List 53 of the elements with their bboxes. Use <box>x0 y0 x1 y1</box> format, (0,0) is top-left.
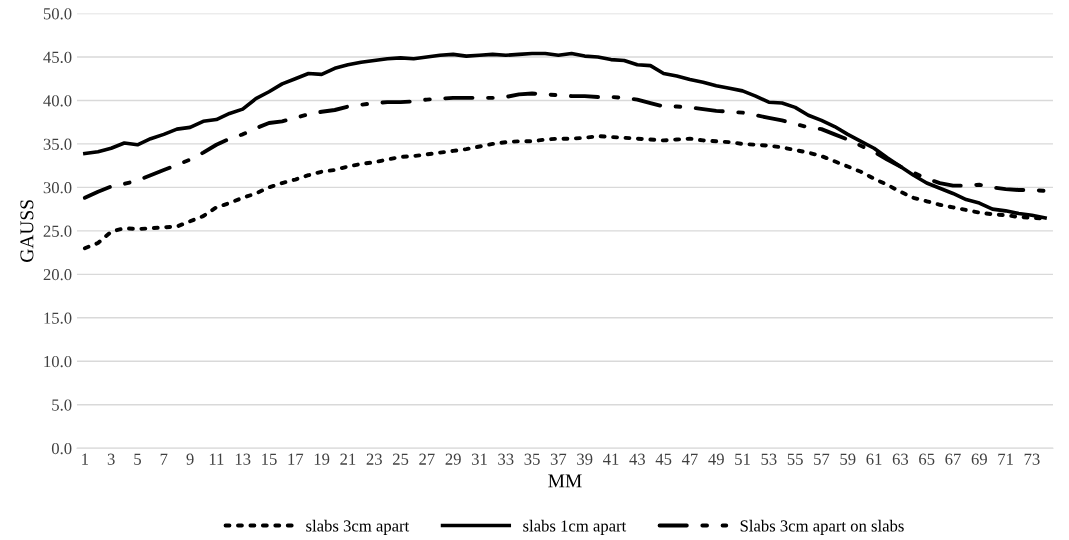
x-tick-label: 13 <box>235 453 251 465</box>
x-tick-label: 11 <box>209 453 224 465</box>
y-tick-label: 40.0 <box>43 95 72 107</box>
x-tick-label: 33 <box>498 453 514 465</box>
x-tick-label: 21 <box>340 453 356 465</box>
x-tick-label: 9 <box>186 453 194 465</box>
x-tick-label: 73 <box>1024 453 1040 465</box>
x-tick-label: 29 <box>445 453 461 465</box>
x-tick-label: 25 <box>392 453 409 465</box>
x-tick-label: 67 <box>945 453 961 465</box>
x-tick-label: 47 <box>681 453 698 465</box>
y-tick-label: 45.0 <box>43 51 72 63</box>
x-tick-label: 59 <box>840 453 856 465</box>
x-tick-label: 7 <box>160 453 168 465</box>
x-tick-label: 3 <box>107 453 115 465</box>
y-axis-title: GAUSS <box>20 200 34 262</box>
x-tick-label: 43 <box>629 453 645 465</box>
y-tick-label: 30.0 <box>43 182 72 194</box>
y-tick-label: 15.0 <box>44 312 72 324</box>
legend-label: Slabs 3cm apart on slabs <box>740 519 904 535</box>
x-tick-label: 55 <box>787 453 803 465</box>
x-tick-label: 61 <box>866 453 882 465</box>
x-tick-label: 45 <box>655 453 672 465</box>
y-tick-label: 10.0 <box>44 355 72 368</box>
x-tick-label: 15 <box>262 453 277 465</box>
x-tick-label: 35 <box>524 453 540 465</box>
x-tick-label: 65 <box>919 453 935 465</box>
x-tick-label: 23 <box>366 453 382 465</box>
x-tick-label: 5 <box>134 453 141 465</box>
x-tick-label: 27 <box>419 453 435 465</box>
y-tick-label: 5.0 <box>52 399 72 411</box>
x-tick-label: 39 <box>577 453 593 465</box>
x-tick-label: 71 <box>998 453 1013 465</box>
x-tick-label: 17 <box>288 453 304 465</box>
x-tick-label: 69 <box>971 453 987 465</box>
x-tick-label: 37 <box>550 453 567 465</box>
x-tick-label: 31 <box>471 453 487 465</box>
x-tick-label: 53 <box>761 453 777 465</box>
x-axis-title: MM <box>548 474 582 488</box>
legend-label: slabs 3cm apart <box>306 519 410 535</box>
x-tick-label: 51 <box>735 453 750 465</box>
x-tick-label: 57 <box>814 453 830 465</box>
x-tick-label: 41 <box>603 453 619 465</box>
legend-label: slabs 1cm apart <box>523 519 627 535</box>
y-tick-label: 0.0 <box>51 442 72 455</box>
y-tick-label: 35.0 <box>43 138 72 150</box>
x-tick-label: 1 <box>82 453 89 465</box>
y-tick-label: 20.0 <box>43 269 72 281</box>
x-tick-label: 19 <box>314 453 330 465</box>
y-tick-label: 50.0 <box>43 8 72 20</box>
y-tick-label: 25.0 <box>43 225 72 237</box>
x-tick-label: 49 <box>708 453 724 465</box>
x-tick-label: 63 <box>892 453 909 465</box>
